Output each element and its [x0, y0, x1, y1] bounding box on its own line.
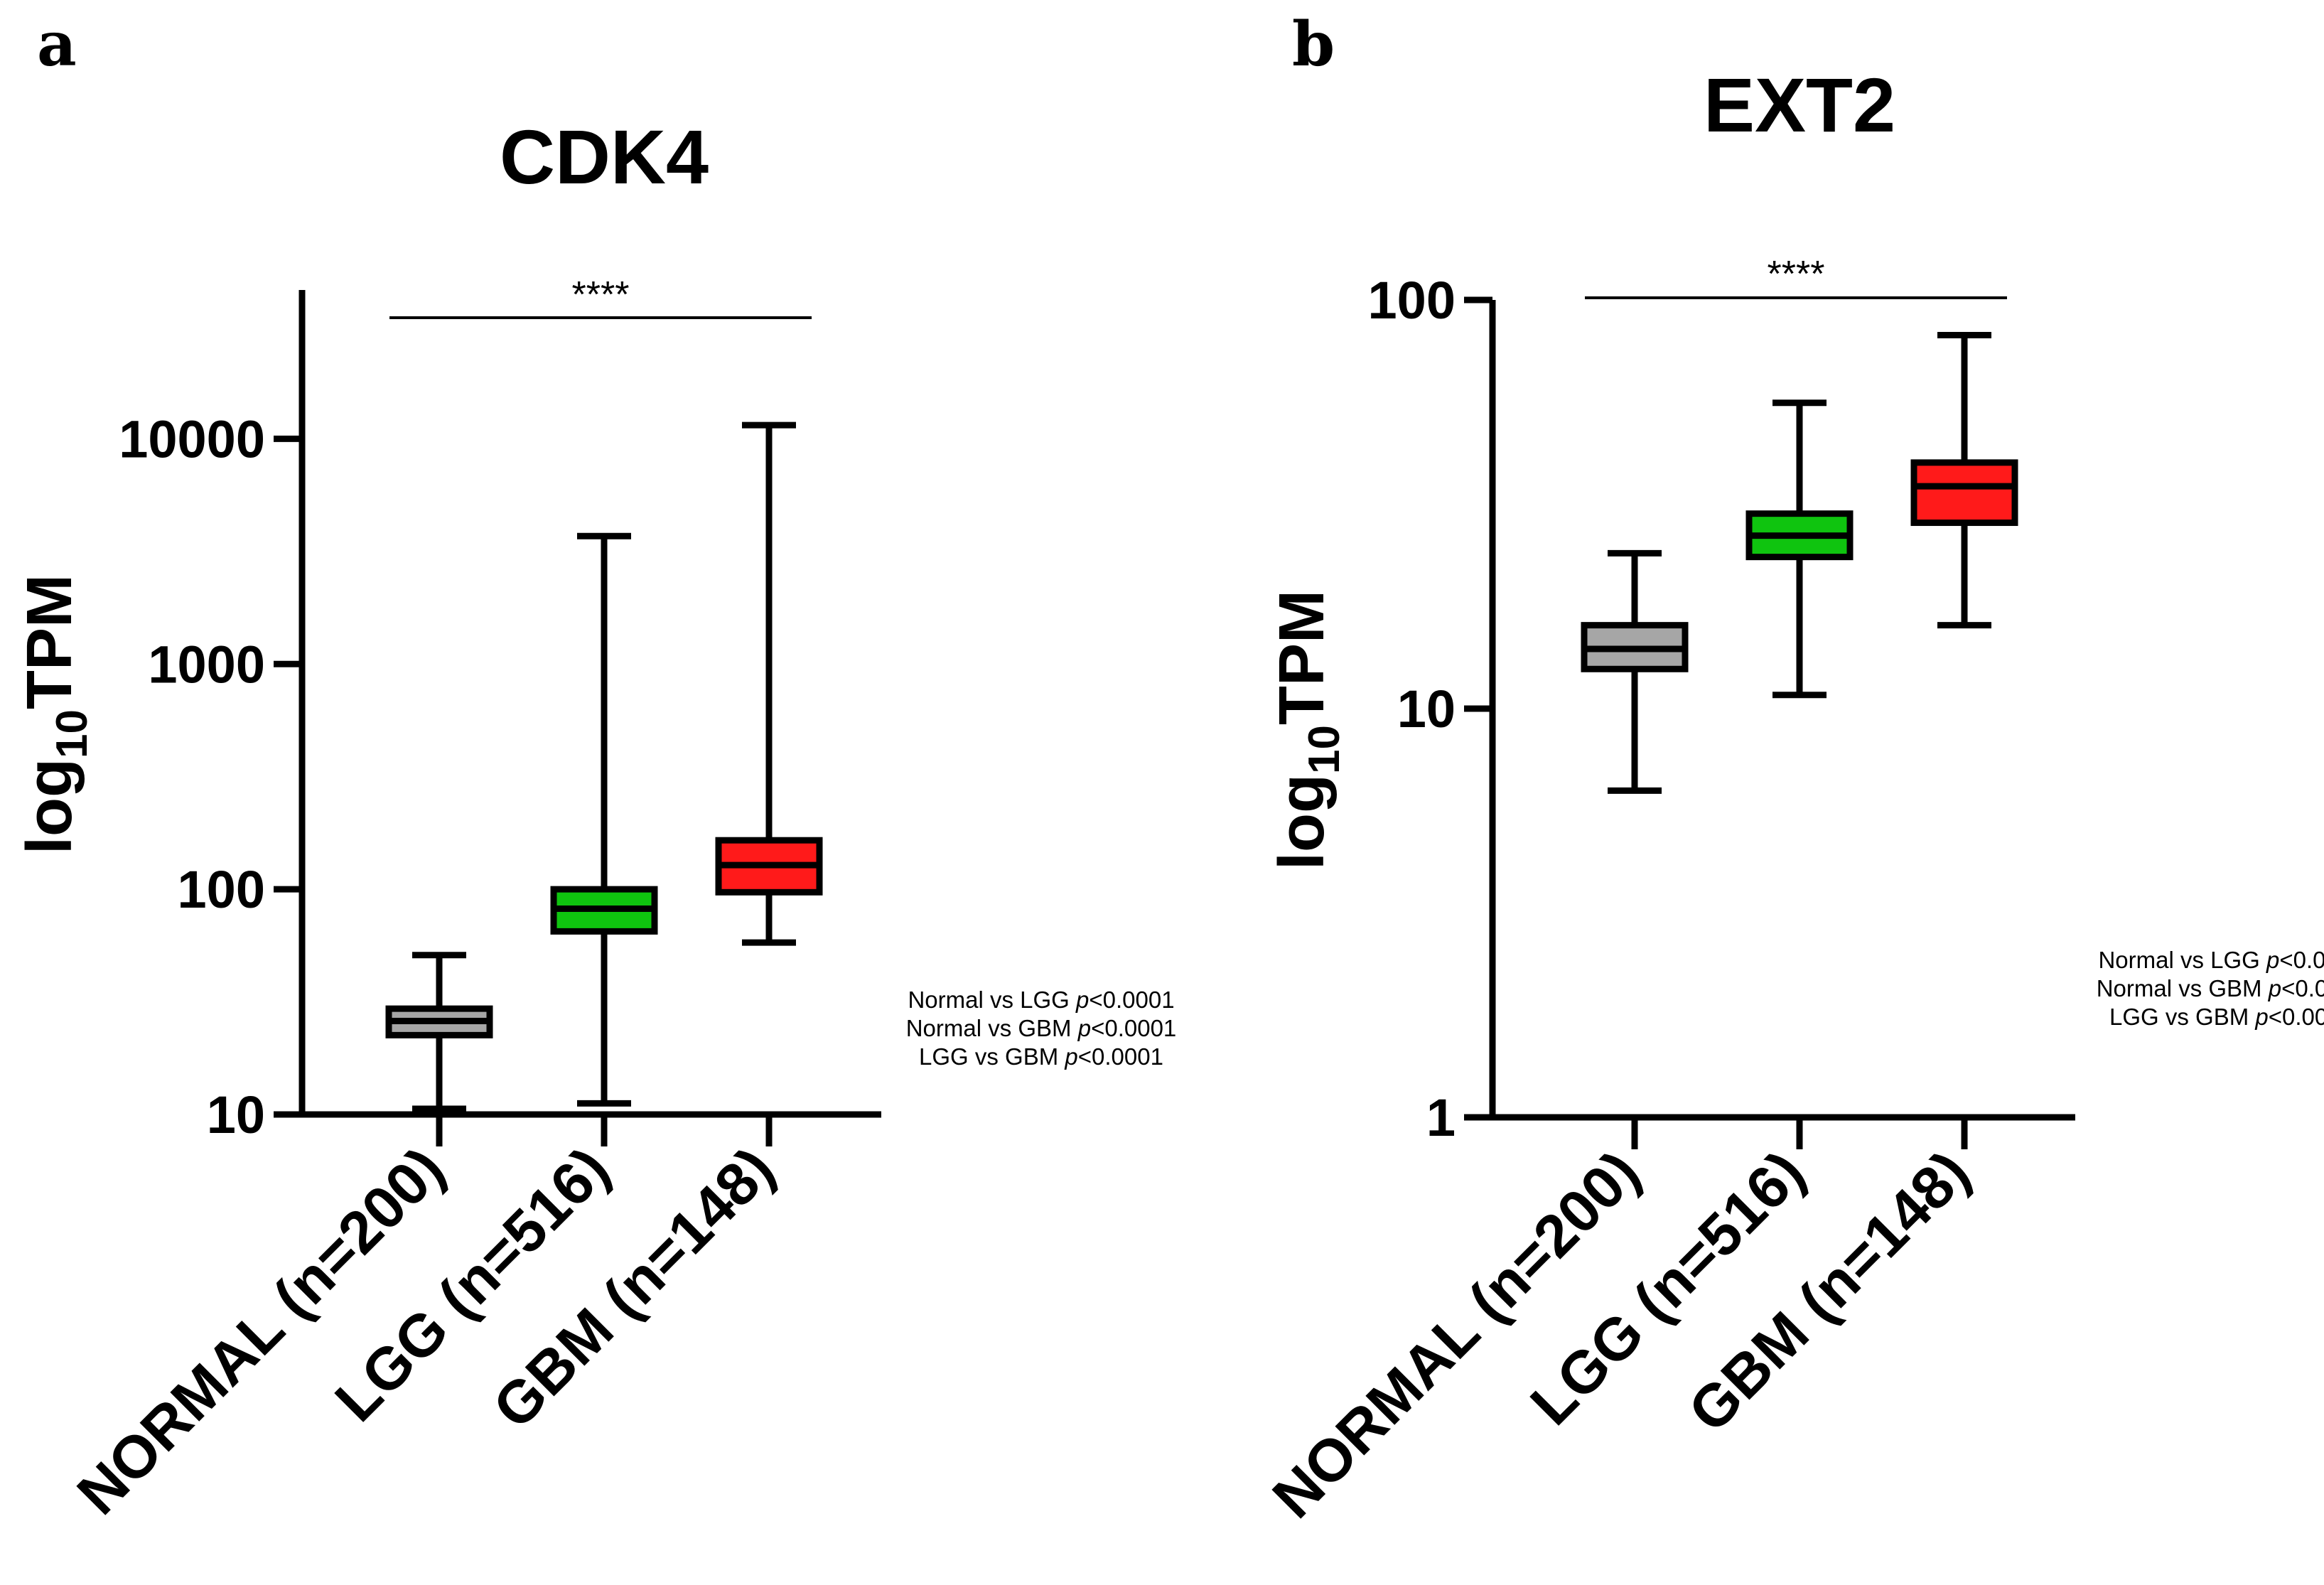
y-tick-label: 1000	[148, 635, 265, 694]
pvalue-annotation: Normal vs LGG p<0.0001	[2098, 947, 2324, 973]
box-lgg	[1745, 399, 1854, 699]
pvalue-annotation: Normal vs GBM p<0.0001	[2097, 975, 2324, 1001]
box-lgg	[550, 532, 658, 1107]
box-iqr	[1910, 459, 2018, 526]
x-category-label: GBM (n=148)	[480, 1134, 787, 1441]
box-normal	[1581, 549, 1689, 794]
panel-letter: b	[1292, 9, 1335, 80]
y-axis-label: log10TPM	[14, 574, 97, 854]
significance-stars: ****	[1768, 254, 1825, 295]
pvalue-annotation: Normal vs GBM p<0.0001	[906, 1015, 1177, 1041]
box-gbm	[715, 421, 823, 946]
pvalue-annotation: Normal vs LGG p<0.0001	[908, 987, 1174, 1013]
panel-letter: a	[37, 9, 77, 80]
y-tick-label: 10	[1397, 679, 1456, 738]
y-axis-label: log10TPM	[1266, 590, 1349, 870]
y-tick-label: 1	[1426, 1088, 1456, 1147]
significance-stars: ****	[572, 274, 630, 316]
box-gbm	[1910, 332, 2018, 629]
y-tick-label: 10	[207, 1085, 265, 1144]
chart-title-ext2: EXT2	[1704, 62, 1895, 148]
y-tick-label: 100	[1368, 271, 1456, 330]
y-tick-label: 100	[178, 860, 265, 919]
x-category-label: GBM (n=148)	[1676, 1138, 1982, 1444]
chart-title-cdk4: CDK4	[500, 114, 709, 200]
pvalue-annotation: LGG vs GBM p<0.0001	[919, 1043, 1163, 1070]
y-tick-label: 10000	[119, 409, 265, 468]
box-normal	[385, 952, 493, 1112]
pvalue-annotation: LGG vs GBM p<0.0001	[2109, 1004, 2324, 1030]
